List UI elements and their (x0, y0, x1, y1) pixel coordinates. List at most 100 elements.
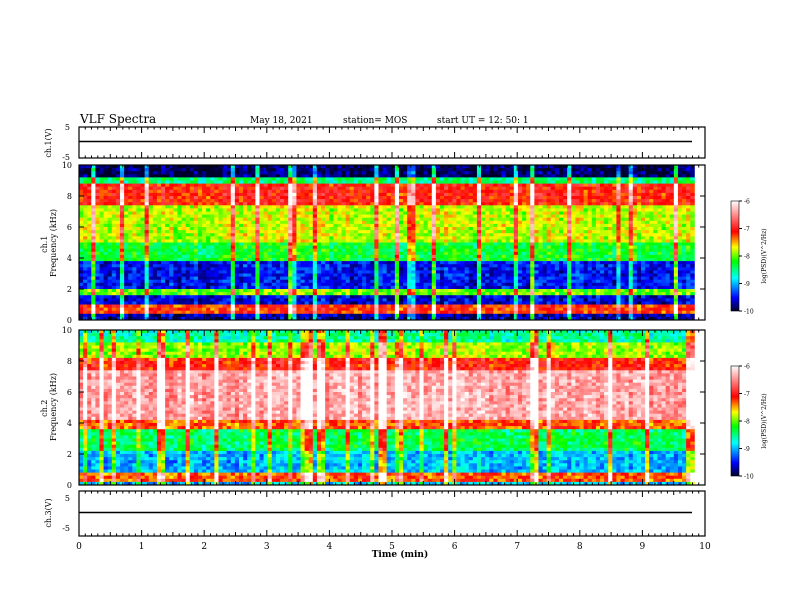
spectrogram-cell (321, 171, 326, 175)
spectrogram-cell (124, 233, 129, 237)
spectrogram-cell (394, 211, 400, 215)
spectrogram-cell (214, 245, 219, 250)
spectrogram-cell (99, 189, 105, 194)
spectrogram-cell (476, 217, 482, 222)
spectrogram-cell (144, 230, 150, 234)
spectrogram-cell (280, 211, 285, 215)
spectrogram-cell (79, 304, 84, 308)
spectrogram-cell (173, 211, 178, 215)
spectrogram-cell (79, 183, 84, 188)
spectrogram-cell (165, 264, 170, 268)
spectrogram-cell (128, 316, 133, 321)
spectrogram-cell (476, 202, 482, 206)
spectrogram-cell (206, 285, 211, 290)
spectrogram-cell (99, 245, 105, 250)
spectrogram-cell (259, 254, 265, 259)
spectrogram-cell (374, 301, 379, 305)
spectrogram-cell (87, 211, 92, 215)
spectrogram-cell (280, 168, 285, 172)
spectrogram-cell (247, 248, 252, 253)
spectrogram-cell (288, 270, 293, 274)
spectrogram-cell (234, 177, 240, 181)
spectrogram-cell (370, 208, 375, 212)
spectrogram-cell (144, 202, 150, 206)
spectrogram-cell (124, 223, 129, 228)
spectrogram-cell (169, 189, 174, 194)
spectrogram-cell (284, 223, 289, 228)
spectrogram-cell (214, 298, 219, 302)
spectrogram-cell (91, 227, 96, 231)
spectrogram-cell (214, 236, 219, 240)
spectrogram-cell (476, 270, 482, 274)
spectrogram-cell (341, 289, 347, 293)
spectrogram-cell (234, 239, 240, 243)
spectrogram-cell (136, 295, 141, 299)
spectrogram-cell (202, 220, 207, 225)
spectrogram-cell (452, 183, 457, 188)
spectrogram-cell (312, 239, 318, 243)
spectrogram-cell (165, 233, 170, 237)
spectrogram-cell (403, 180, 408, 184)
spectrogram-cell (243, 295, 248, 299)
spectrogram-cell (423, 270, 429, 274)
spectrogram-cell (349, 227, 355, 231)
spectrogram-cell (161, 217, 166, 222)
spectrogram-cell (390, 282, 396, 287)
spectrogram-cell (378, 270, 383, 274)
spectrogram-cell (214, 217, 219, 222)
spectrogram-cell (193, 202, 199, 206)
spectrogram-cell (431, 242, 437, 246)
spectrogram-cell (128, 270, 133, 274)
spectrogram-cell (419, 307, 424, 312)
spectrogram-cell (267, 242, 273, 246)
spectrogram-cell (292, 270, 297, 274)
spectrogram-cell (226, 245, 232, 250)
spectrogram-cell (128, 285, 133, 290)
spectrogram-cell (382, 304, 388, 308)
spectrogram-cell (284, 217, 289, 222)
spectrogram-cell (345, 264, 351, 268)
spectrogram-cell (337, 285, 342, 290)
spectrogram-cell (296, 205, 301, 209)
spectrogram-cell (468, 171, 474, 175)
spectrogram-cell (378, 264, 383, 268)
spectrogram-cell (292, 165, 297, 169)
spectrogram-cell (234, 220, 240, 225)
spectrogram-cell (292, 282, 297, 287)
spectrogram-cell (345, 279, 351, 284)
spectrogram-cell (87, 301, 92, 305)
spectrogram-cell (407, 301, 412, 305)
spectrogram-cell (222, 196, 228, 200)
spectrogram-cell (390, 245, 396, 250)
spectrogram-cell (206, 230, 211, 234)
spectrogram-cell (132, 310, 137, 315)
spectrogram-cell (210, 316, 215, 321)
spectrogram-cell (181, 236, 187, 240)
spectrogram-cell (288, 307, 293, 312)
spectrogram-cell (329, 202, 334, 206)
spectrogram-cell (452, 298, 457, 302)
spectrogram-cell (403, 285, 408, 290)
spectrogram-cell (415, 192, 420, 197)
spectrogram-cell (296, 254, 301, 259)
spectrogram-cell (173, 251, 178, 256)
spectrogram-cell (448, 292, 453, 296)
spectrogram-cell (394, 217, 400, 222)
spectrogram-cell (226, 236, 232, 240)
spectrogram-cell (132, 227, 137, 231)
spectrogram-cell (435, 227, 441, 231)
spectrogram-cell (79, 236, 84, 240)
spectrogram-cell (173, 258, 178, 262)
spectrogram-cell (243, 189, 248, 194)
spectrogram-cell (79, 310, 84, 315)
spectrogram-cell (243, 205, 248, 209)
spectrogram-cell (329, 285, 334, 290)
spectrogram-cell (271, 211, 277, 215)
spectrogram-cell (148, 310, 154, 315)
spectrogram-cell (91, 223, 96, 228)
spectrogram-cell (271, 223, 277, 228)
spectrogram-cell (481, 217, 486, 222)
spectrogram-cell (99, 295, 105, 299)
spectrogram-cell (181, 242, 187, 246)
spectrogram-cell (128, 174, 133, 178)
